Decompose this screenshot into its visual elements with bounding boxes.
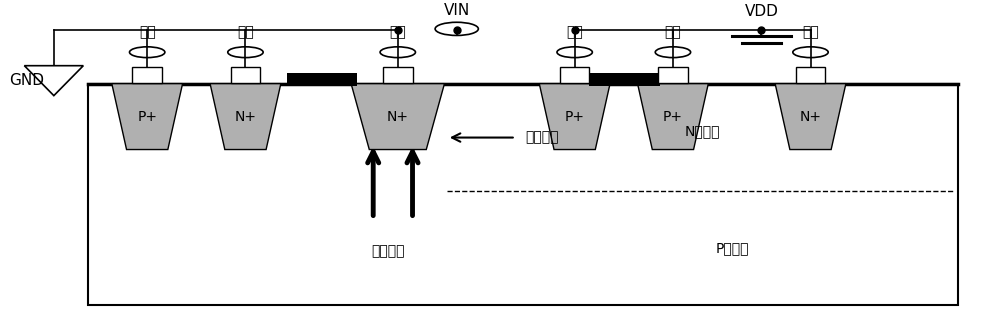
Bar <box>132 67 162 83</box>
Polygon shape <box>775 84 846 149</box>
Polygon shape <box>539 84 610 149</box>
Polygon shape <box>112 84 183 149</box>
Polygon shape <box>351 84 444 149</box>
Text: N+: N+ <box>387 109 409 124</box>
Text: VIN: VIN <box>444 3 470 18</box>
Text: 漏极: 漏极 <box>389 25 406 39</box>
Text: 源极: 源极 <box>237 25 254 39</box>
Text: P型衬底: P型衬底 <box>715 241 749 255</box>
Bar <box>796 67 825 83</box>
Bar <box>231 67 260 83</box>
Text: VDD: VDD <box>744 4 778 19</box>
Text: N+: N+ <box>800 109 822 124</box>
Bar <box>383 67 413 83</box>
Bar <box>589 73 660 86</box>
Bar <box>88 84 958 305</box>
Polygon shape <box>210 84 281 149</box>
Bar <box>658 67 688 83</box>
Text: 栅极: 栅极 <box>802 25 819 39</box>
Bar <box>287 73 357 86</box>
Polygon shape <box>638 84 708 149</box>
Text: 漏极: 漏极 <box>566 25 583 39</box>
Text: P+: P+ <box>565 109 585 124</box>
Text: P+: P+ <box>663 109 683 124</box>
Text: N型衬底: N型衬底 <box>685 124 720 139</box>
Polygon shape <box>24 66 83 96</box>
Text: GND: GND <box>9 73 44 88</box>
Bar <box>560 67 589 83</box>
Text: P+: P+ <box>137 109 157 124</box>
Text: N+: N+ <box>234 109 256 124</box>
Text: 栅极: 栅极 <box>139 25 156 39</box>
Text: 电流方向: 电流方向 <box>526 131 559 145</box>
Text: 源极: 源极 <box>665 25 681 39</box>
Text: 激光照射: 激光照射 <box>371 244 405 258</box>
